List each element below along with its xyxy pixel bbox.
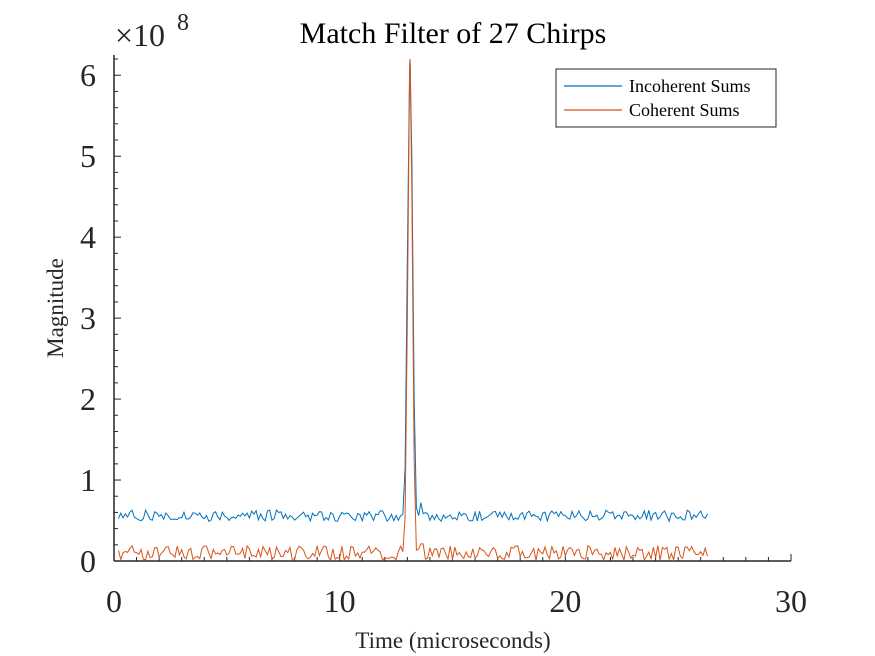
y-tick-label: 2: [80, 381, 96, 417]
legend-box: [555, 68, 777, 128]
y-tick-label: 5: [80, 138, 96, 174]
y-axis-ticks: 0 1 2 3 4 5 6: [80, 57, 121, 579]
x-tick-label: 0: [106, 583, 122, 619]
x-axis-title: Time (microseconds): [355, 628, 550, 653]
y-tick-label: 3: [80, 300, 96, 336]
y-axis-title: Magnitude: [43, 258, 68, 358]
axes-frame: [113, 55, 791, 562]
y-tick-label: 0: [80, 543, 96, 579]
y-tick-label: 6: [80, 57, 96, 93]
series-line-coherent-sums: [118, 59, 708, 562]
series-layer: [118, 59, 708, 562]
x-tick-label: 20: [549, 583, 581, 619]
y-exponent-power: 8: [177, 10, 189, 36]
legend-label-coherent: Coherent Sums: [629, 100, 740, 120]
legend: Incoherent Sums Coherent Sums: [555, 68, 777, 128]
x-tick-label: 30: [775, 583, 807, 619]
y-exponent: ×10 8: [115, 10, 189, 53]
chart-title: Match Filter of 27 Chirps: [300, 17, 607, 50]
y-exponent-base: ×10: [115, 17, 165, 53]
legend-label-incoherent: Incoherent Sums: [629, 76, 750, 96]
y-tick-label: 4: [80, 219, 96, 255]
y-tick-label: 1: [80, 462, 96, 498]
x-tick-label: 10: [324, 583, 356, 619]
x-axis-ticks: 0 10 20 30: [106, 554, 807, 619]
